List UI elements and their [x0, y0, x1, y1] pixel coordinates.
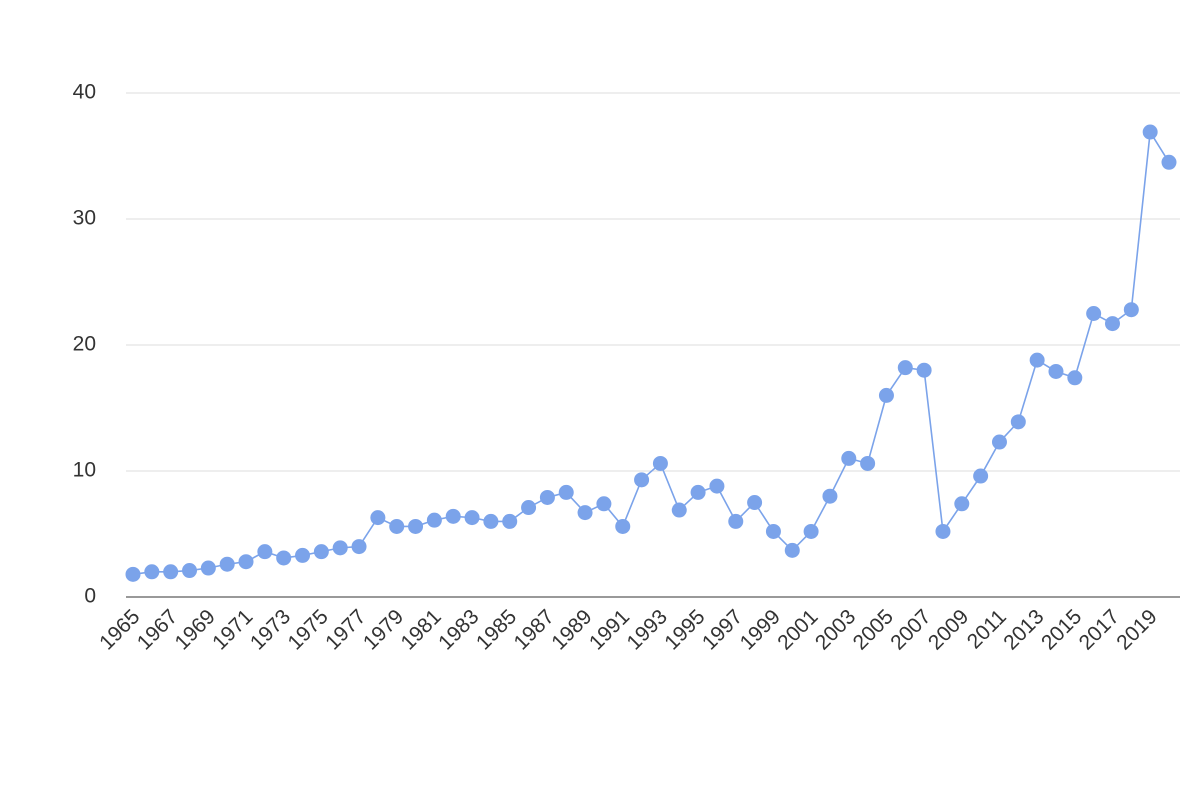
x-tick-label: 2011	[963, 605, 1011, 653]
point	[1010, 414, 1026, 430]
point	[954, 496, 970, 512]
point	[408, 518, 424, 534]
point	[502, 513, 518, 529]
point	[1123, 302, 1139, 318]
point	[596, 496, 612, 512]
point	[163, 564, 179, 580]
point	[200, 560, 216, 576]
x-tick-label: 2019	[1112, 605, 1161, 654]
point	[878, 387, 894, 403]
x-tick-label: 2007	[886, 605, 935, 654]
x-tick-label: 1995	[660, 605, 709, 654]
point	[709, 478, 725, 494]
x-tick-label: 1991	[585, 605, 634, 654]
point	[991, 434, 1007, 450]
point	[332, 540, 348, 556]
point	[370, 510, 386, 526]
x-tick-label: 1973	[246, 605, 295, 654]
point	[445, 508, 461, 524]
point	[784, 542, 800, 558]
x-tick-label: 1977	[321, 605, 370, 654]
point	[125, 566, 141, 582]
point	[690, 484, 706, 500]
point	[257, 544, 273, 560]
point	[747, 495, 763, 510]
x-tick-label: 2003	[811, 605, 860, 654]
point	[144, 564, 160, 580]
y-tick-label: 10	[73, 459, 96, 482]
x-tick-label: 1979	[359, 605, 408, 654]
point	[276, 550, 292, 566]
point	[1104, 316, 1120, 332]
line	[132, 129, 1170, 576]
point	[671, 502, 687, 518]
point	[1067, 370, 1083, 386]
point	[182, 563, 198, 579]
x-tick-label: 1983	[434, 605, 483, 654]
point	[351, 539, 367, 555]
point	[1142, 124, 1158, 140]
point	[615, 518, 631, 534]
x-tick-label: 1997	[698, 605, 747, 654]
y-tick-label: 0	[84, 585, 96, 608]
x-tick-label: 1989	[547, 605, 596, 654]
y-tick-label: 30	[73, 207, 96, 230]
point	[389, 518, 405, 534]
point	[916, 362, 932, 378]
point	[860, 455, 876, 471]
x-tick-label: 1967	[133, 605, 182, 654]
x-tick-label: 2017	[1075, 605, 1124, 654]
point	[1086, 306, 1102, 321]
point	[728, 513, 744, 529]
x-tick-label: 1985	[472, 605, 521, 654]
y-tick-label: 40	[73, 81, 96, 104]
point	[238, 554, 254, 570]
x-tick-label: 1969	[171, 605, 220, 654]
point	[219, 556, 235, 572]
x-tick-label: 1975	[284, 605, 333, 654]
x-tick-label: 1965	[95, 605, 144, 654]
x-tick-label: 2005	[849, 605, 898, 654]
point	[634, 472, 650, 488]
point	[652, 455, 668, 471]
x-tick-label: 1987	[510, 605, 559, 654]
point	[841, 450, 857, 466]
x-tick-label: 1971	[208, 605, 257, 654]
point	[973, 468, 989, 484]
point	[313, 544, 329, 560]
point	[1048, 363, 1064, 379]
x-tick-label: 2001	[773, 605, 822, 654]
point	[1161, 154, 1177, 170]
point	[521, 500, 537, 516]
point	[822, 488, 838, 504]
point	[765, 523, 781, 539]
x-tick-label: 2009	[924, 605, 973, 654]
point	[577, 505, 593, 521]
x-tick-label: 1993	[623, 605, 672, 654]
x-tick-label: 2013	[999, 605, 1048, 654]
point	[539, 489, 555, 505]
point	[464, 510, 480, 526]
point	[558, 484, 574, 500]
x-tick-label: 1981	[397, 605, 446, 654]
point	[483, 513, 499, 529]
point	[1029, 352, 1045, 368]
point	[295, 547, 311, 563]
x-tick-label: 2015	[1037, 605, 1086, 654]
x-tick-label: 1999	[736, 605, 785, 654]
y-tick-label: 20	[73, 333, 96, 356]
point	[897, 360, 913, 376]
point	[426, 512, 442, 528]
point	[935, 523, 951, 539]
point	[803, 523, 819, 539]
